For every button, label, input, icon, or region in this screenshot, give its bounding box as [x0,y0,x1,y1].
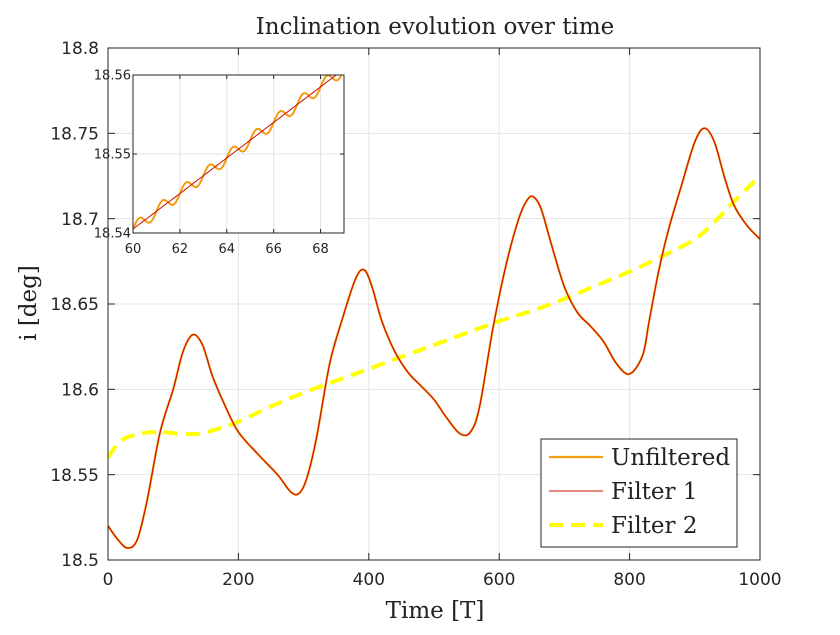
y-tick-label: 18.75 [50,124,99,144]
legend-label: Unfiltered [611,445,730,471]
series-line-filter-1 [108,127,760,549]
y-tick-label: 18.5 [61,551,99,571]
x-tick-label: 200 [222,570,254,590]
y-tick-label: 18.56 [94,69,131,84]
legend-label: Filter 1 [611,479,697,505]
x-tick-label: 1000 [738,570,781,590]
y-tick-label: 18.65 [50,295,99,315]
x-tick-label: 60 [125,242,142,257]
x-tick-label: 62 [172,242,189,257]
y-tick-label: 18.7 [61,210,99,230]
x-axis-label: Time [T] [386,598,485,624]
x-tick-label: 800 [613,570,645,590]
legend: Unfiltered Filter 1 Filter 2 [540,438,738,548]
y-tick-label: 18.8 [61,39,99,59]
x-tick-label: 68 [312,242,329,257]
x-tick-label: 400 [353,570,385,590]
x-tick-label: 600 [483,570,515,590]
x-tick-label: 0 [103,570,114,590]
chart-title: Inclination evolution over time [256,14,615,40]
y-tick-label: 18.54 [94,227,131,242]
inset-plot-area: 60 62 64 66 68 18.54 18.55 18.56 [94,69,345,257]
y-tick-label: 18.6 [61,380,99,400]
y-axis-label: i [deg] [16,265,42,341]
legend-label: Filter 2 [611,513,697,539]
y-tick-label: 18.55 [50,466,99,486]
x-tick-label: 64 [219,242,236,257]
x-tick-label: 66 [265,242,282,257]
y-tick-label: 18.55 [94,148,131,163]
inset-series-line-filter-1 [133,75,338,230]
